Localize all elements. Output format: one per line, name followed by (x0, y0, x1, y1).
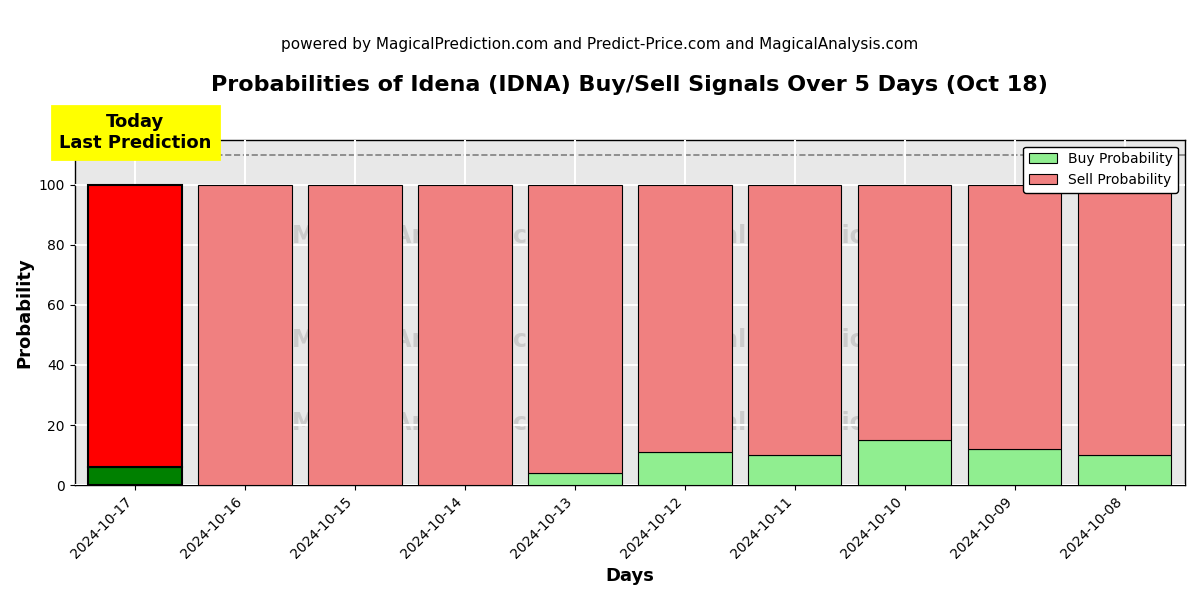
Bar (748, 185, 841, 455)
Bar (528, 473, 622, 485)
Bar (858, 185, 952, 440)
Bar (308, 185, 402, 485)
Text: MagicalPrediction.com: MagicalPrediction.com (646, 411, 948, 435)
Bar (968, 449, 1061, 485)
Bar (419, 185, 511, 485)
Text: MagicalAnalysis.com: MagicalAnalysis.com (292, 411, 569, 435)
Bar (748, 455, 841, 485)
Text: MagicalPrediction.com: MagicalPrediction.com (646, 328, 948, 352)
Text: Today
Last Prediction: Today Last Prediction (59, 113, 211, 152)
Bar (638, 452, 732, 485)
Text: powered by MagicalPrediction.com and Predict-Price.com and MagicalAnalysis.com: powered by MagicalPrediction.com and Pre… (281, 37, 919, 52)
Bar (968, 185, 1061, 449)
Bar (89, 467, 182, 485)
Bar (528, 185, 622, 473)
Legend: Buy Probability, Sell Probability: Buy Probability, Sell Probability (1024, 146, 1178, 193)
Text: MagicalAnalysis.com: MagicalAnalysis.com (292, 224, 569, 248)
Bar (89, 185, 182, 467)
Bar (858, 440, 952, 485)
Y-axis label: Probability: Probability (16, 257, 34, 368)
Text: MagicalAnalysis.com: MagicalAnalysis.com (292, 328, 569, 352)
Bar (1078, 455, 1171, 485)
Text: MagicalPrediction.com: MagicalPrediction.com (646, 224, 948, 248)
X-axis label: Days: Days (605, 567, 654, 585)
Bar (638, 185, 732, 452)
Bar (1078, 185, 1171, 455)
Title: Probabilities of Idena (IDNA) Buy/Sell Signals Over 5 Days (Oct 18): Probabilities of Idena (IDNA) Buy/Sell S… (211, 75, 1049, 95)
Bar (198, 185, 292, 485)
